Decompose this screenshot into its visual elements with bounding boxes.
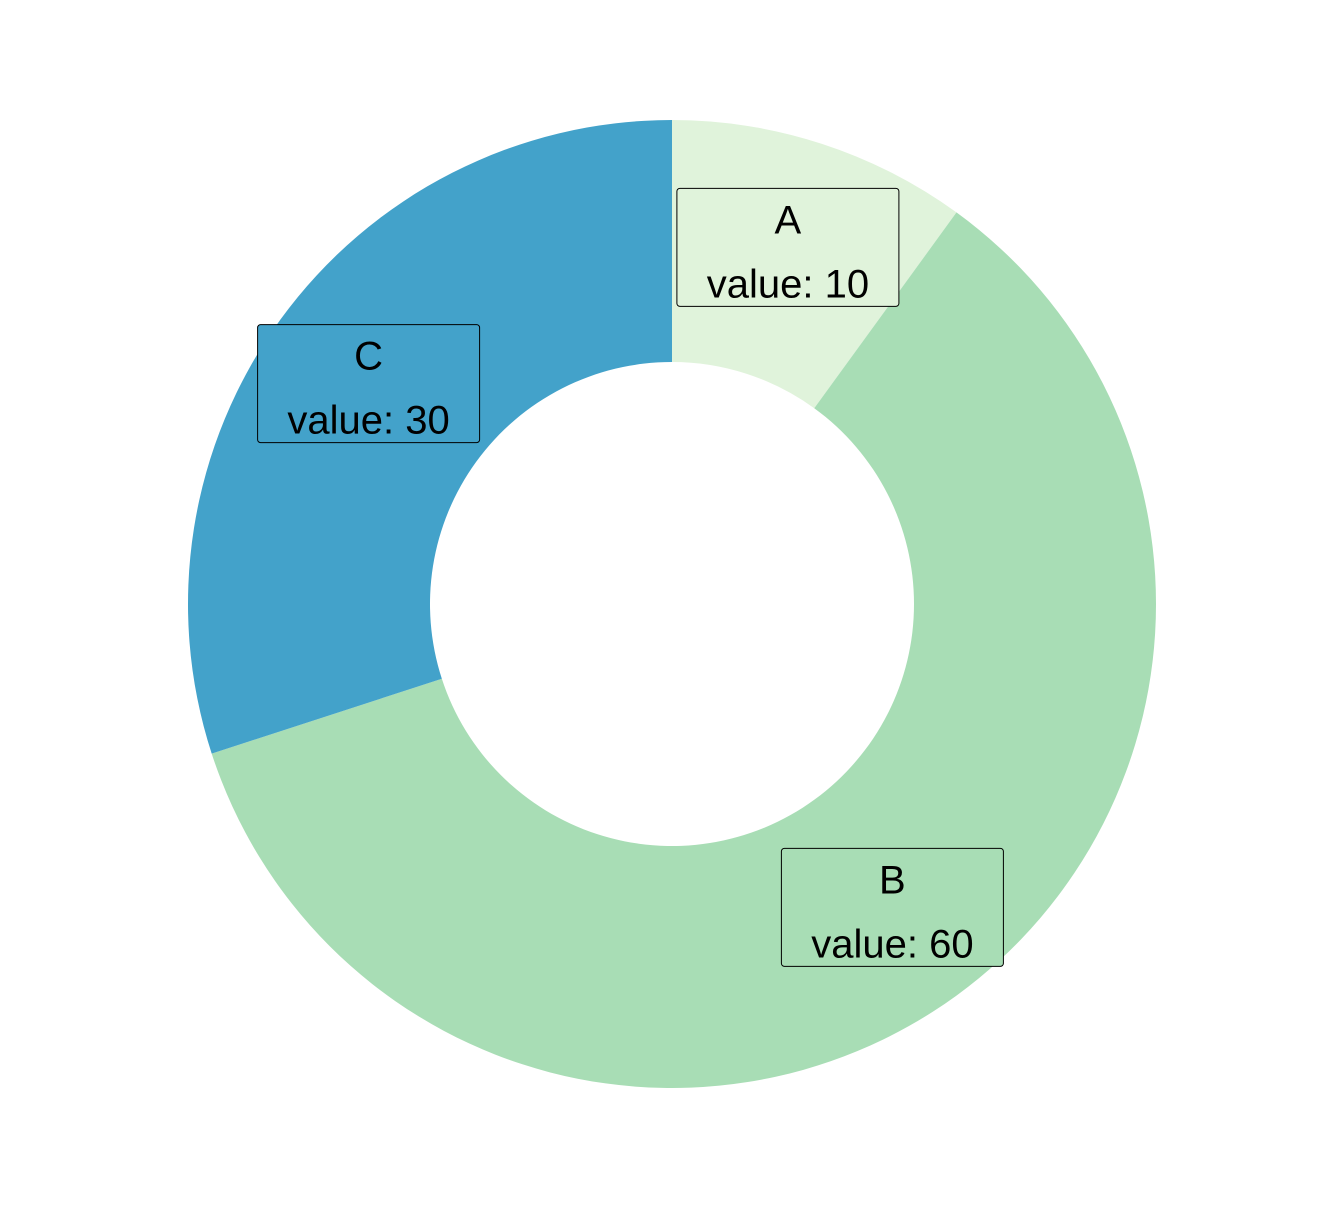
slice-label-box [780, 847, 1004, 967]
slice-category-label: A [775, 198, 802, 242]
slice-value-label: value: 10 [707, 262, 869, 306]
slice-category-label: B [879, 858, 906, 902]
slice-value-label: value: 30 [287, 399, 449, 443]
slice-category-label: C [354, 335, 383, 379]
slice-label-box [676, 187, 900, 307]
slice-label-box [257, 324, 481, 444]
slice-value-label: value: 60 [811, 922, 973, 966]
slices-layer [187, 120, 1156, 1089]
